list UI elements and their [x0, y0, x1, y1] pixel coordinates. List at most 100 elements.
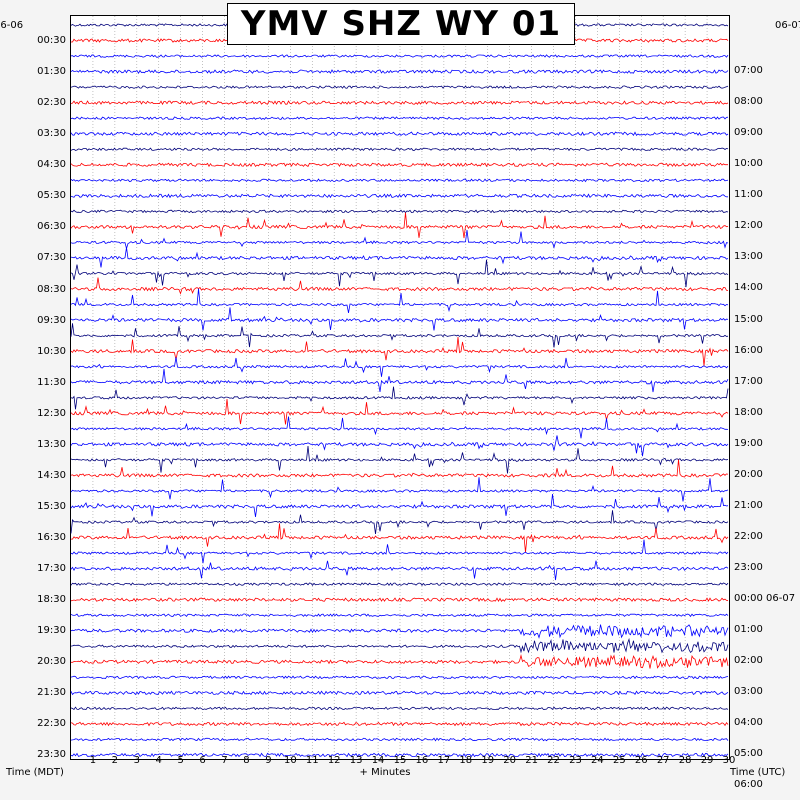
- trace-line-9: [70, 162, 729, 168]
- x-tick-label: 8: [243, 755, 250, 766]
- right-tick-label: 10:00: [734, 158, 763, 170]
- x-tick-label: 16: [415, 755, 429, 766]
- trace-line-31: [70, 494, 729, 517]
- left-tick-label: 01:30: [37, 66, 66, 78]
- left-tick-label: 12:30: [37, 407, 66, 419]
- trace-line-10: [70, 178, 729, 183]
- x-tick-label: 17: [437, 755, 451, 766]
- left-tick-label: 05:30: [37, 190, 66, 202]
- trace-line-33: [71, 523, 729, 553]
- trace-line-14: [70, 230, 729, 251]
- trace-line-19: [70, 307, 729, 331]
- x-tick-label: 2: [111, 755, 119, 766]
- trace-line-25: [70, 399, 729, 425]
- trace-line-16: [70, 259, 729, 288]
- x-tick-label: 22: [547, 755, 560, 766]
- x-tick-label: 24: [591, 755, 604, 766]
- x-tick-label: 23: [569, 755, 582, 766]
- left-tick-label: 21:30: [37, 687, 66, 699]
- trace-line-23: [70, 368, 729, 393]
- trace-line-38: [70, 613, 729, 618]
- right-tick-label: 01:00: [734, 624, 763, 636]
- trace-line-20: [70, 323, 729, 348]
- trace-line-43: [70, 690, 729, 696]
- right-tick-label: 14:00: [734, 282, 763, 294]
- x-tick-label: 4: [155, 755, 162, 766]
- x-tick-label: 13: [349, 755, 363, 766]
- left-tick-label: 14:30: [37, 469, 66, 481]
- trace-line-39: [70, 624, 729, 639]
- left-tick-label: 17:30: [37, 563, 66, 575]
- right-tick-label: 18:00: [734, 406, 763, 418]
- right-tick-label: 19:00: [734, 437, 763, 449]
- trace-line-17: [70, 277, 729, 295]
- x-tick-label: 25: [612, 755, 626, 766]
- right-tick-label: 11:00: [734, 189, 763, 201]
- trace-line-15: [70, 247, 729, 268]
- x-tick-label: 27: [656, 755, 670, 766]
- x-tick-label: 11: [305, 755, 319, 766]
- trace-line-41: [71, 654, 729, 669]
- x-axis-label: + Minutes: [359, 767, 411, 778]
- x-tick-label: 5: [177, 755, 184, 766]
- left-axis-label: Time (MDT): [6, 767, 64, 778]
- left-tick-label: 02:30: [37, 97, 66, 109]
- date-right-label: 06-07: [775, 20, 800, 31]
- trace-line-45: [70, 721, 729, 727]
- left-tick-label: 18:30: [37, 594, 66, 606]
- right-tick-label: 06:00: [734, 779, 763, 791]
- trace-line-21: [70, 336, 729, 367]
- trace-line-29: [70, 459, 729, 478]
- x-tick-label: 10: [283, 755, 297, 766]
- left-tick-label: 11:30: [37, 376, 66, 388]
- right-tick-label: 08:00: [734, 96, 763, 108]
- chart-title: YMV SHZ WY 01: [227, 3, 575, 45]
- x-tick-label: 6: [199, 755, 206, 766]
- right-tick-label: 00:00 06-07: [734, 593, 796, 605]
- right-tick-label: 23:00: [734, 562, 763, 574]
- trace-line-7: [70, 131, 729, 137]
- left-tick-label: 15:30: [37, 500, 66, 512]
- right-tick-label: 22:00: [734, 530, 763, 542]
- trace-line-18: [70, 288, 729, 313]
- x-tick-label: 26: [634, 755, 648, 766]
- left-tick-label: 04:30: [37, 159, 66, 171]
- trace-line-34: [70, 539, 729, 564]
- trace-line-36: [70, 582, 729, 586]
- trace-line-42: [70, 675, 729, 680]
- trace-line-26: [70, 416, 729, 439]
- left-tick-label: 13:30: [37, 438, 66, 450]
- left-tick-label: 16:30: [37, 532, 66, 544]
- right-tick-label: 16:00: [734, 344, 763, 356]
- trace-line-22: [70, 357, 729, 377]
- trace-line-24: [70, 386, 729, 410]
- trace-line-37: [70, 597, 729, 603]
- right-tick-label: 03:00: [734, 686, 763, 698]
- right-tick-label: 15:00: [734, 313, 763, 325]
- left-tick-label: 09:30: [37, 314, 66, 326]
- right-tick-label: 12:00: [734, 220, 763, 232]
- left-tick-label: 23:30: [37, 749, 66, 761]
- x-tick-label: 30: [722, 755, 736, 766]
- trace-line-27: [70, 435, 729, 457]
- x-tick-label: 1: [89, 755, 97, 766]
- left-tick-label: 19:30: [37, 625, 66, 637]
- trace-line-13: [70, 212, 729, 239]
- trace-line-30: [70, 477, 729, 502]
- right-tick-label: 17:00: [734, 375, 763, 387]
- trace-line-4: [70, 85, 729, 89]
- x-tick-label: 21: [525, 755, 538, 766]
- left-tick-label: 22:30: [37, 718, 66, 730]
- x-tick-label: 15: [393, 755, 407, 766]
- trace-line-12: [70, 209, 729, 214]
- x-tick-label: 20: [503, 755, 517, 766]
- trace-line-28: [70, 446, 729, 474]
- trace-line-5: [70, 100, 729, 106]
- left-tick-label: 06:30: [37, 221, 66, 233]
- x-tick-label: 19: [481, 755, 495, 766]
- right-tick-label: 20:00: [734, 468, 763, 480]
- trace-line-11: [70, 193, 729, 199]
- left-tick-label: 03:30: [37, 128, 66, 140]
- right-tick-label: 05:00: [734, 748, 763, 760]
- x-tick-label: 28: [678, 755, 692, 766]
